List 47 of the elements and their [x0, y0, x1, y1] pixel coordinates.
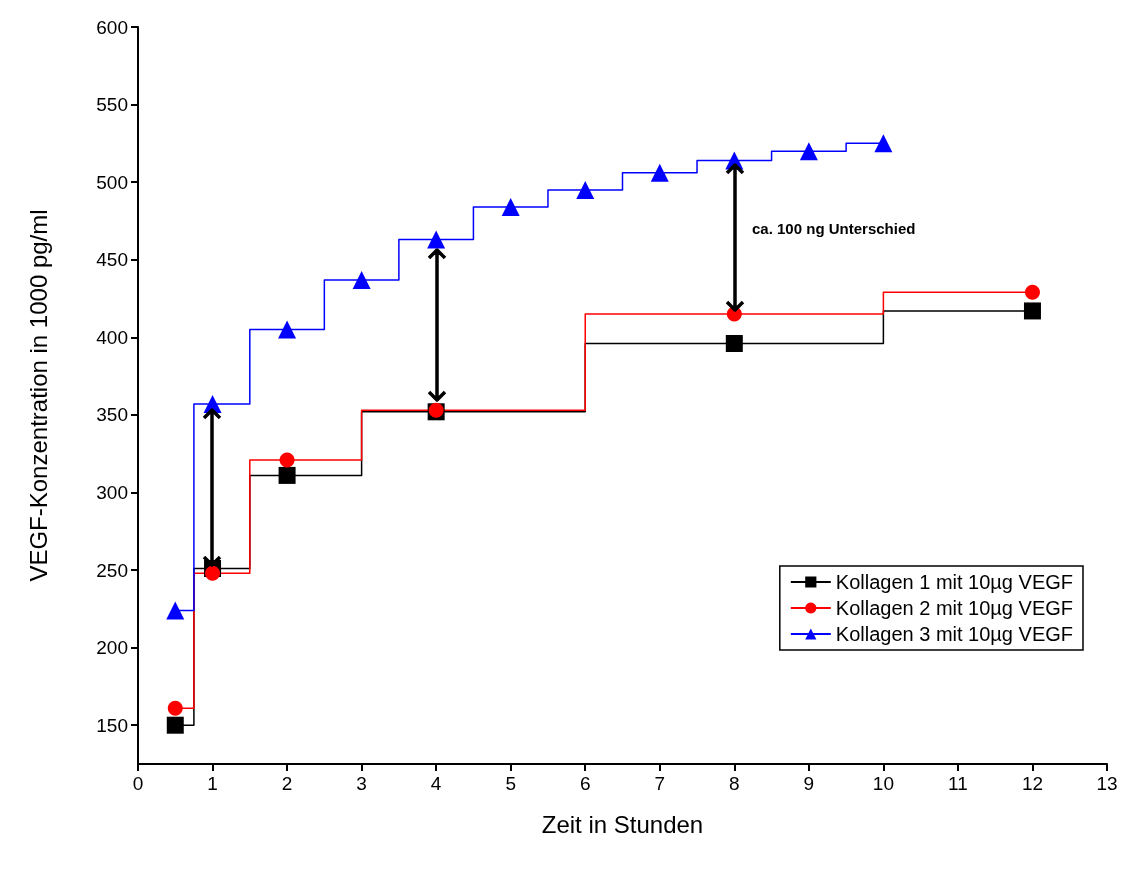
point	[427, 230, 446, 249]
point	[279, 452, 295, 468]
y-tick-label: 600	[96, 16, 128, 38]
x-tick-label: 0	[132, 773, 144, 794]
y-tick-label: 550	[96, 94, 128, 116]
x-tick-label: 7	[654, 773, 666, 794]
y-tick-label: 400	[96, 326, 128, 348]
point	[205, 565, 221, 581]
point	[167, 700, 183, 716]
point	[501, 197, 520, 216]
legend-label: Kollagen 1 mit 10µg VEGF	[835, 571, 1074, 593]
x-tick-label: 6	[579, 773, 591, 794]
y-tick-label: 350	[96, 404, 128, 426]
y-tick-label: 500	[96, 171, 128, 193]
x-tick-label: 10	[872, 773, 894, 794]
point	[278, 320, 297, 339]
point	[799, 142, 818, 161]
y-tick-label: 250	[96, 559, 128, 581]
x-tick-label: 3	[356, 773, 367, 794]
y-tick-label: 450	[96, 249, 128, 271]
y-tick-label: 300	[96, 481, 128, 503]
point	[650, 163, 669, 182]
x-tick-label: 9	[803, 773, 815, 794]
point	[278, 466, 296, 484]
x-tick-label: 11	[948, 773, 968, 794]
point	[166, 716, 184, 734]
y-tick-label: 200	[96, 637, 128, 659]
legend-label: Kollagen 2 mit 10µg VEGF	[835, 597, 1074, 619]
x-tick-label: 4	[430, 773, 442, 794]
x-tick-label: 5	[505, 773, 516, 794]
x-tick-label: 8	[729, 773, 740, 794]
x-axis-title: Zeit in Stunden	[541, 810, 704, 838]
point	[1024, 284, 1040, 300]
legend-label: Kollagen 3 mit 10µg VEGF	[835, 623, 1074, 645]
annotation: ca. 100 ng Unterschied	[752, 220, 916, 237]
point	[1023, 302, 1041, 320]
x-tick-label: 2	[281, 773, 293, 794]
x-tick-label: 13	[1096, 773, 1118, 794]
x-tick-label: 1	[207, 773, 218, 794]
point	[874, 134, 893, 153]
y-axis-title: VEGF-Konzentration in 1000 pg/ml	[24, 209, 52, 582]
point	[166, 601, 185, 620]
point	[576, 180, 595, 199]
point	[352, 270, 371, 289]
x-tick-label: 12	[1021, 773, 1044, 794]
y-tick-label: 150	[96, 714, 128, 736]
point	[725, 335, 743, 353]
